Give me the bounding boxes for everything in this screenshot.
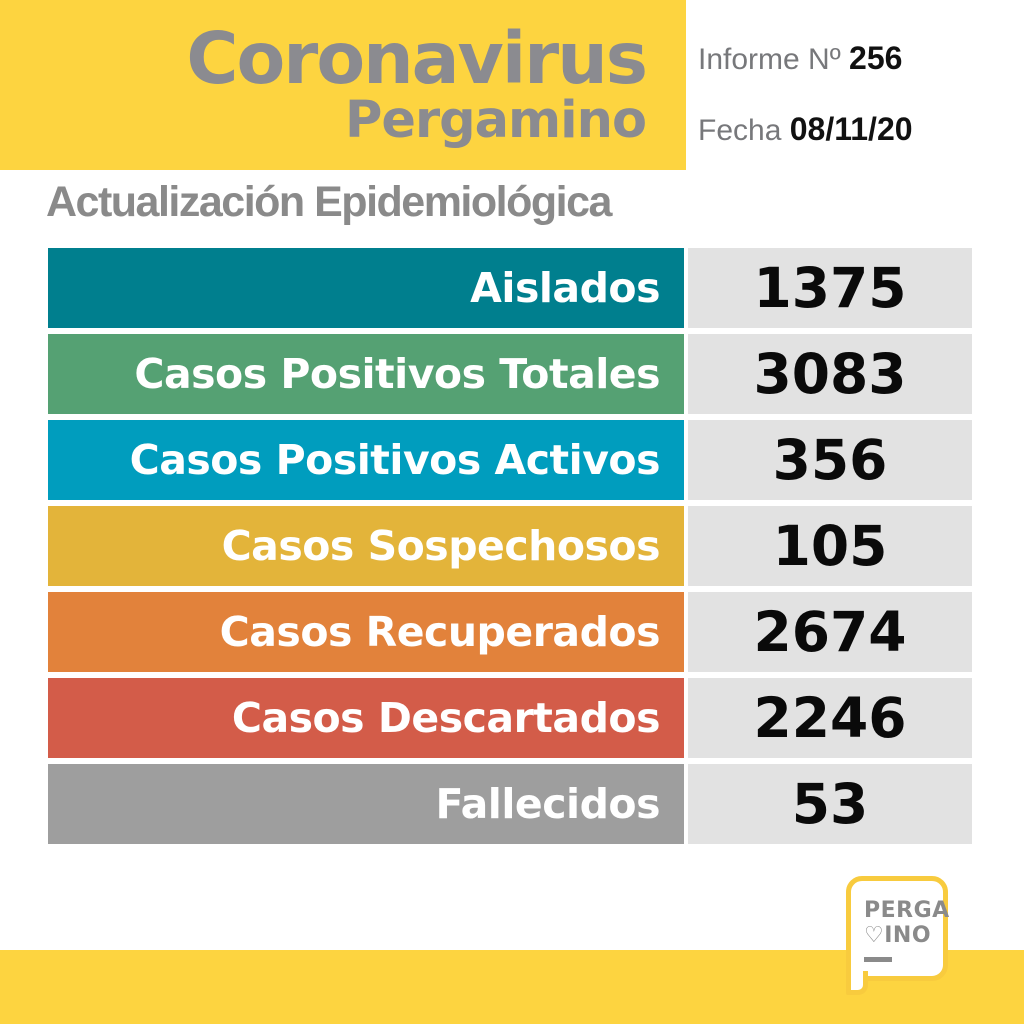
- stat-value: 1375: [688, 248, 972, 328]
- stat-category-label: Casos Positivos Totales: [48, 334, 684, 414]
- page-title: Coronavirus: [186, 16, 648, 100]
- logo-line1: PERGA: [864, 898, 950, 923]
- heart-icon: ♡: [864, 922, 885, 948]
- page-subtitle-city: Pergamino: [344, 90, 647, 150]
- report-date-value: 08/11/20: [789, 111, 913, 147]
- header-band: Coronavirus Pergamino: [0, 0, 686, 170]
- table-row: Casos Positivos Totales 3083: [48, 334, 972, 414]
- logo-line2: INO: [884, 922, 932, 948]
- table-row: Casos Sospechosos 105: [48, 506, 972, 586]
- pergamino-logo: PERGA ♡INO: [846, 876, 950, 995]
- table-row: Fallecidos 53: [48, 764, 972, 844]
- report-info: Informe Nº 256 Fecha 08/11/20: [698, 40, 913, 148]
- report-date-line: Fecha 08/11/20: [698, 111, 913, 148]
- report-number-label: Informe Nº: [698, 43, 841, 76]
- stat-category-label: Casos Sospechosos: [48, 506, 684, 586]
- stat-value: 53: [688, 764, 972, 844]
- pergamino-logo-text: PERGA ♡INO: [864, 898, 950, 948]
- report-number-value: 256: [849, 40, 903, 76]
- stat-value: 105: [688, 506, 972, 586]
- table-row: Casos Recuperados 2674: [48, 592, 972, 672]
- stat-category-label: Fallecidos: [48, 764, 684, 844]
- stat-category-label: Casos Recuperados: [48, 592, 684, 672]
- table-row: Casos Descartados 2246: [48, 678, 972, 758]
- stat-value: 2246: [688, 678, 972, 758]
- stat-category-label: Aislados: [48, 248, 684, 328]
- report-number-line: Informe Nº 256: [698, 40, 913, 77]
- stat-category-label: Casos Positivos Activos: [48, 420, 684, 500]
- table-row: Casos Positivos Activos 356: [48, 420, 972, 500]
- table-row: Aislados 1375: [48, 248, 972, 328]
- stat-category-label: Casos Descartados: [48, 678, 684, 758]
- stats-table: Aislados 1375 Casos Positivos Totales 30…: [48, 248, 972, 844]
- stat-value: 356: [688, 420, 972, 500]
- stat-value: 3083: [688, 334, 972, 414]
- logo-underline: [864, 957, 892, 962]
- section-title: Actualización Epidemiológica: [46, 178, 612, 226]
- report-date-label: Fecha: [698, 114, 782, 147]
- stat-value: 2674: [688, 592, 972, 672]
